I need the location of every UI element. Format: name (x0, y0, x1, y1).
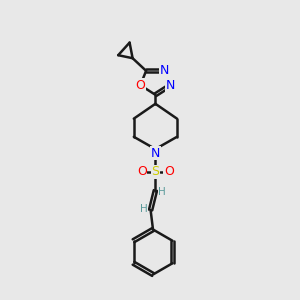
Text: N: N (151, 147, 160, 160)
Text: H: H (140, 203, 148, 214)
Text: N: N (160, 64, 169, 77)
Text: N: N (166, 79, 175, 92)
Text: O: O (164, 165, 174, 178)
Text: S: S (152, 165, 159, 178)
Text: H: H (158, 187, 166, 197)
Text: O: O (137, 165, 147, 178)
Text: O: O (136, 79, 145, 92)
